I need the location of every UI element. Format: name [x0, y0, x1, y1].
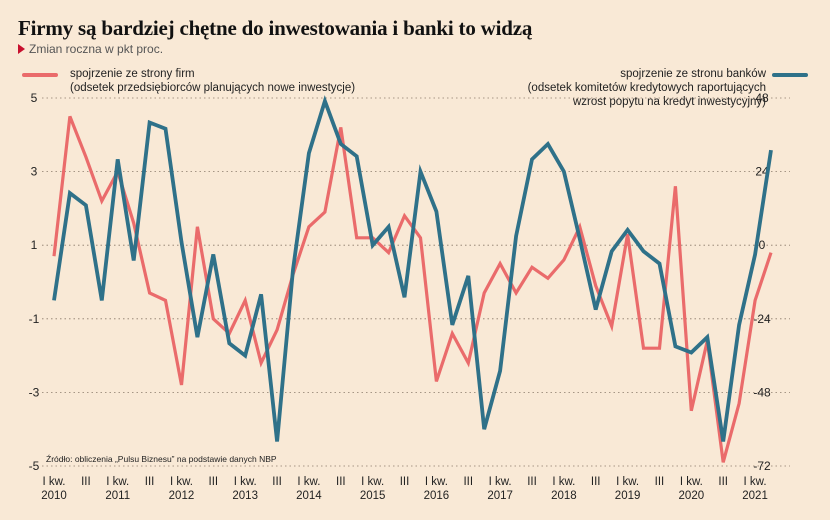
y-left-tick-label: 5: [31, 91, 38, 105]
x-tick-label: III: [655, 476, 665, 488]
subtitle-text: Zmian roczna w pkt proc.: [29, 42, 164, 56]
x-tick-label: I kw.: [361, 476, 384, 488]
series-line-banks: [52, 95, 773, 442]
y-left-tick-label: -5: [29, 459, 40, 473]
legend-swatch-firms: [22, 73, 58, 77]
legend-banks-line2: (odsetek komitetów kredytowych raportują…: [527, 82, 766, 94]
x-tick-label: III: [718, 476, 728, 488]
x-tick-year-label: 2012: [169, 490, 195, 502]
x-tick-label: I kw.: [680, 476, 703, 488]
y-right-tick-label: 48: [755, 91, 769, 105]
x-tick-label: I kw.: [42, 476, 65, 488]
x-tick-year-label: 2016: [424, 490, 450, 502]
x-tick-year-label: 2013: [232, 490, 258, 502]
legend-banks-line3: wzrost popytu na kredyt inwestycyjny): [572, 96, 766, 108]
legend-firms-line2: (odsetek przedsiębiorców planujących now…: [70, 82, 356, 94]
legend-swatch-banks: [772, 73, 808, 77]
y-right-tick-label: -24: [753, 312, 771, 326]
x-tick-label: I kw.: [170, 476, 193, 488]
x-tick-year-label: 2011: [105, 490, 130, 502]
x-tick-label: III: [591, 476, 601, 488]
legend-banks: spojrzenie ze stronu banków (odsetek kom…: [528, 67, 766, 109]
x-tick-label: III: [463, 476, 473, 488]
x-tick-label: III: [400, 476, 410, 488]
x-tick-label: I kw.: [744, 476, 767, 488]
x-tick-year-label: 2014: [296, 490, 322, 502]
chart-subtitle: Zmian roczna w pkt proc.: [18, 42, 163, 56]
legend-firms: spojrzenie ze strony firm (odsetek przed…: [70, 67, 355, 95]
y-left-tick-label: 1: [31, 238, 38, 252]
y-left-tick-label: -3: [29, 385, 40, 399]
x-tick-year-label: 2017: [487, 490, 513, 502]
y-right-tick-label: -48: [753, 385, 771, 399]
x-tick-label: III: [336, 476, 346, 488]
triangle-icon: [18, 44, 25, 54]
chart-title: Firmy są bardziej chętne do inwestowania…: [18, 16, 533, 40]
x-tick-year-label: 2018: [551, 490, 577, 502]
x-tick-label: I kw.: [297, 476, 320, 488]
y-right-tick-label: 0: [759, 238, 766, 252]
y-right-tick-label: -72: [753, 459, 771, 473]
x-tick-year-label: 2021: [742, 490, 768, 502]
x-tick-label: I kw.: [106, 476, 129, 488]
x-tick-year-label: 2019: [615, 490, 641, 502]
x-tick-label: I kw.: [616, 476, 639, 488]
y-left-tick-label: 3: [31, 165, 38, 179]
x-tick-label: III: [209, 476, 219, 488]
x-tick-label: I kw.: [425, 476, 448, 488]
x-tick-label: III: [272, 476, 282, 488]
x-tick-label: I kw.: [552, 476, 575, 488]
legend-firms-line1: spojrzenie ze strony firm: [70, 68, 195, 80]
x-tick-label: III: [81, 476, 91, 488]
x-tick-year-label: 2010: [41, 490, 67, 502]
x-tick-label: I kw.: [234, 476, 257, 488]
legend-banks-line1: spojrzenie ze stronu banków: [620, 68, 766, 80]
x-tick-label: I kw.: [489, 476, 512, 488]
source-note: Źródło: obliczenia „Pulsu Biznesu” na po…: [46, 454, 277, 464]
x-tick-year-label: 2020: [679, 490, 705, 502]
x-tick-label: III: [527, 476, 537, 488]
y-left-tick-label: -1: [29, 312, 40, 326]
x-tick-year-label: 2015: [360, 490, 386, 502]
x-tick-label: III: [145, 476, 155, 488]
